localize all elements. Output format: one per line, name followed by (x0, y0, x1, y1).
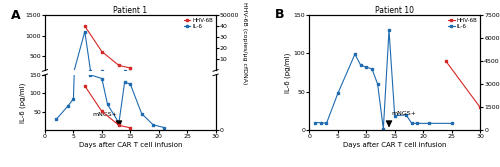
Y-axis label: HHV-6B (copies/µg cfDNA): HHV-6B (copies/µg cfDNA) (242, 2, 248, 84)
X-axis label: Days after CAR T cell infusion: Days after CAR T cell infusion (78, 142, 182, 148)
Text: mNGS+: mNGS+ (392, 111, 416, 116)
Title: Patient 1: Patient 1 (113, 6, 148, 15)
Text: A: A (11, 10, 20, 23)
Legend: HHV-6B, IL-6: HHV-6B, IL-6 (448, 18, 477, 29)
X-axis label: Days after CAR T cell infusion: Days after CAR T cell infusion (343, 142, 446, 148)
Y-axis label: IL-6 (pg/ml): IL-6 (pg/ml) (20, 82, 26, 123)
Y-axis label: IL-6 (pg/ml): IL-6 (pg/ml) (284, 52, 291, 93)
Text: B: B (276, 8, 285, 21)
Text: mNGS+: mNGS+ (92, 112, 117, 117)
Legend: HHV-6B, IL-6: HHV-6B, IL-6 (184, 18, 213, 29)
Title: Patient 10: Patient 10 (375, 6, 414, 15)
